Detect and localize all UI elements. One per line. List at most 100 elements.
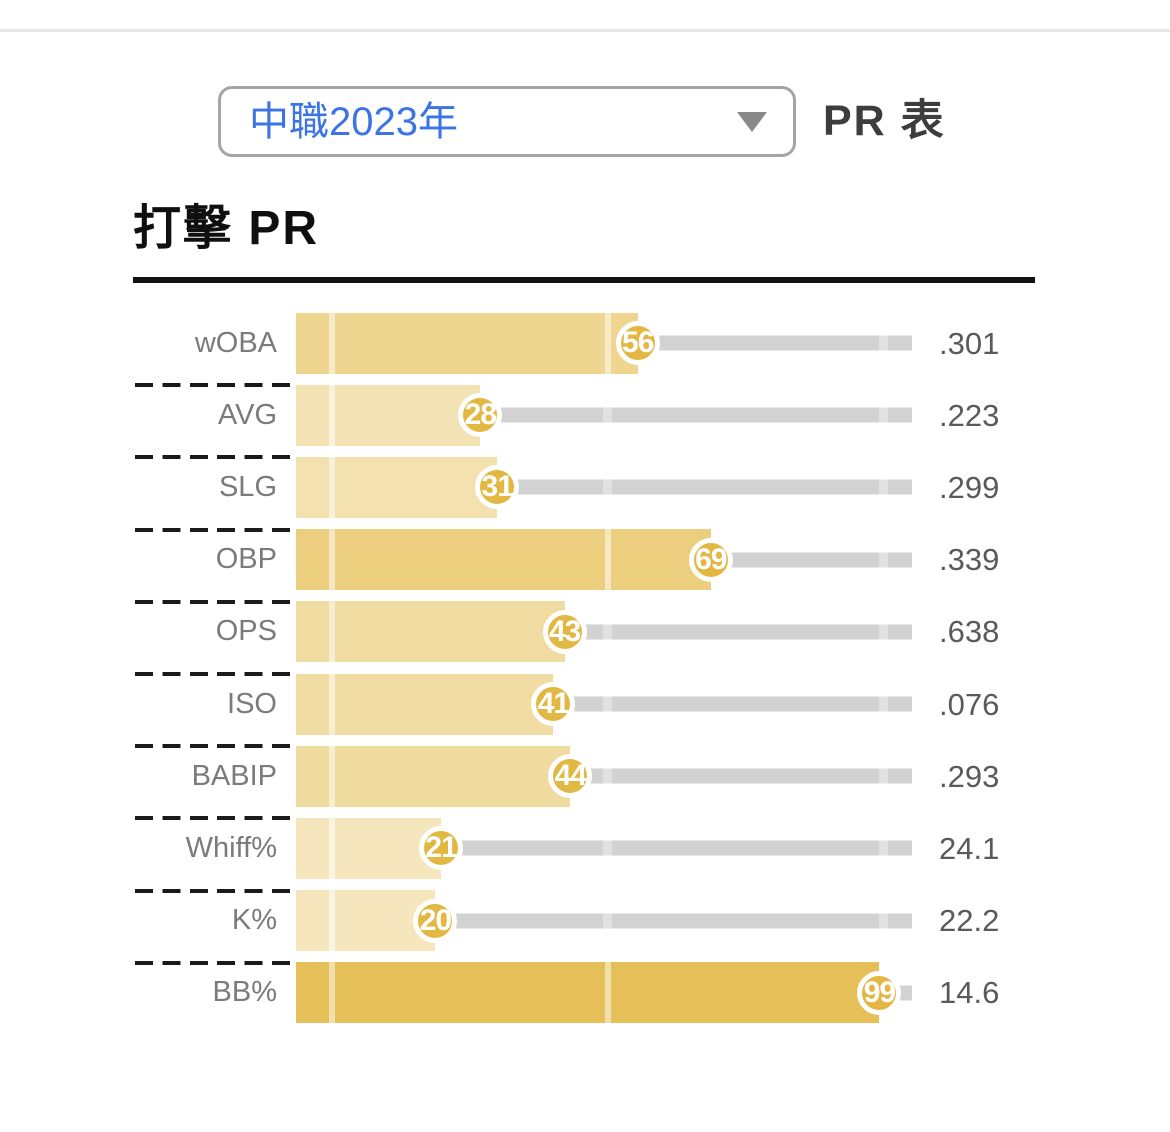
- pr-track: 20: [296, 890, 912, 952]
- pr-badge: 28: [458, 393, 503, 438]
- chart-row: K% 20 22.2: [133, 885, 1035, 957]
- pr-track: 41: [296, 673, 912, 735]
- pr-track: 21: [296, 817, 912, 879]
- stat-label: ISO: [227, 687, 277, 720]
- row-separator: [135, 527, 290, 532]
- track-reference-tick: [603, 913, 613, 929]
- pr-bar-fill: [296, 456, 498, 518]
- stat-value: .301: [939, 325, 1000, 361]
- pr-badge-value: 41: [537, 687, 570, 721]
- row-separator: [135, 888, 290, 893]
- pr-badge: 43: [542, 609, 587, 654]
- pr-badge: 69: [688, 537, 733, 582]
- pr-badge-value: 20: [419, 903, 452, 937]
- chart-row: BB% 99 14.6: [133, 957, 1035, 1029]
- pr-badge-value: 99: [863, 975, 896, 1009]
- track-reference-tick: [878, 552, 888, 568]
- pr-bar-fill: [296, 962, 880, 1024]
- pr-badge-value: 43: [548, 614, 581, 648]
- stat-label: BABIP: [191, 759, 277, 792]
- track-reference-tick: [878, 840, 888, 856]
- track-reference-tick: [878, 479, 888, 495]
- pr-bar-fill: [296, 529, 711, 591]
- header: 中職2023年 PR 表: [218, 86, 946, 157]
- pr-badge: 56: [615, 321, 660, 366]
- track-reference-tick: [878, 335, 888, 351]
- chart-row: Whiff% 21 24.1: [133, 812, 1035, 884]
- stat-label: AVG: [217, 398, 277, 431]
- row-separator: [135, 599, 290, 604]
- pr-badge-value: 44: [554, 759, 587, 793]
- stat-label: OBP: [215, 543, 277, 576]
- row-separator: [135, 816, 290, 821]
- track-reference-tick: [603, 407, 613, 423]
- stat-label: OPS: [215, 615, 277, 648]
- chart-row: OBP 69 .339: [133, 524, 1035, 596]
- pr-badge: 44: [548, 754, 593, 799]
- track-reference-tick: [603, 696, 613, 712]
- season-dropdown[interactable]: 中職2023年: [218, 86, 796, 157]
- stat-value: .299: [939, 469, 1000, 505]
- pr-badge: 99: [857, 970, 902, 1015]
- row-separator: [135, 383, 290, 388]
- row-separator: [135, 744, 290, 749]
- section-title: 打擊 PR: [133, 202, 320, 255]
- pr-bar-fill: [296, 384, 481, 446]
- pr-badge-value: 56: [622, 326, 654, 360]
- pr-badge: 31: [475, 465, 520, 510]
- row-separator: [135, 960, 290, 965]
- chart-row: BABIP 44 .293: [133, 740, 1035, 812]
- title-rule: [133, 277, 1035, 283]
- pr-badge-value: 69: [695, 542, 727, 576]
- pr-bar-fill: [296, 890, 436, 952]
- track-reference-tick: [878, 913, 888, 929]
- stat-value: .293: [939, 758, 1000, 794]
- bar-reference-tick: [328, 745, 335, 807]
- bar-reference-tick: [328, 456, 335, 518]
- pr-badge: 41: [531, 682, 576, 727]
- chevron-down-icon: [737, 111, 767, 132]
- bar-reference-tick: [328, 312, 335, 374]
- bar-reference-tick: [328, 601, 335, 663]
- track-reference-tick: [878, 768, 888, 784]
- stat-label: BB%: [212, 976, 277, 1009]
- stat-value: 22.2: [939, 903, 1000, 939]
- pr-badge: 21: [419, 826, 464, 871]
- track-reference-tick: [603, 768, 613, 784]
- pr-badge-value: 28: [464, 398, 497, 432]
- stat-label: SLG: [218, 470, 277, 503]
- bar-reference-tick: [328, 529, 335, 591]
- pr-bar-fill: [296, 673, 554, 735]
- stat-value: .223: [939, 397, 1000, 433]
- chart-row: SLG 31 .299: [133, 451, 1035, 523]
- bar-reference-tick: [604, 312, 611, 374]
- pr-track: 28: [296, 384, 912, 446]
- pr-track: 43: [296, 601, 912, 663]
- stat-value: .076: [939, 686, 1000, 722]
- stat-value: 14.6: [939, 975, 1000, 1011]
- pr-track: 99: [296, 962, 912, 1024]
- bar-reference-tick: [604, 529, 611, 591]
- chart-row: wOBA 56 .301: [133, 307, 1035, 379]
- top-divider: [0, 29, 1170, 32]
- stat-label: wOBA: [194, 326, 277, 359]
- stat-label: K%: [231, 904, 277, 937]
- track-reference-tick: [603, 479, 613, 495]
- stat-value: .638: [939, 614, 1000, 650]
- pr-track: 56: [296, 312, 912, 374]
- bar-reference-tick: [328, 962, 335, 1024]
- stat-value: .339: [939, 542, 1000, 578]
- pr-track: 44: [296, 745, 912, 807]
- track-reference-tick: [603, 840, 613, 856]
- track-reference-tick: [878, 696, 888, 712]
- pr-bar-fill: [296, 817, 442, 879]
- track-reference-tick: [878, 624, 888, 640]
- pr-badge: 20: [413, 898, 458, 943]
- pr-chart: wOBA 56 .301 AVG 28 .223 SLG 31 .299 OBP 69 .339 OPS…: [133, 307, 1035, 1029]
- chart-row: AVG 28 .223: [133, 379, 1035, 451]
- row-separator: [135, 671, 290, 676]
- pr-track: 69: [296, 529, 912, 591]
- track-reference-tick: [878, 407, 888, 423]
- stat-value: 24.1: [939, 830, 1000, 866]
- season-dropdown-value: 中職2023年: [249, 99, 458, 144]
